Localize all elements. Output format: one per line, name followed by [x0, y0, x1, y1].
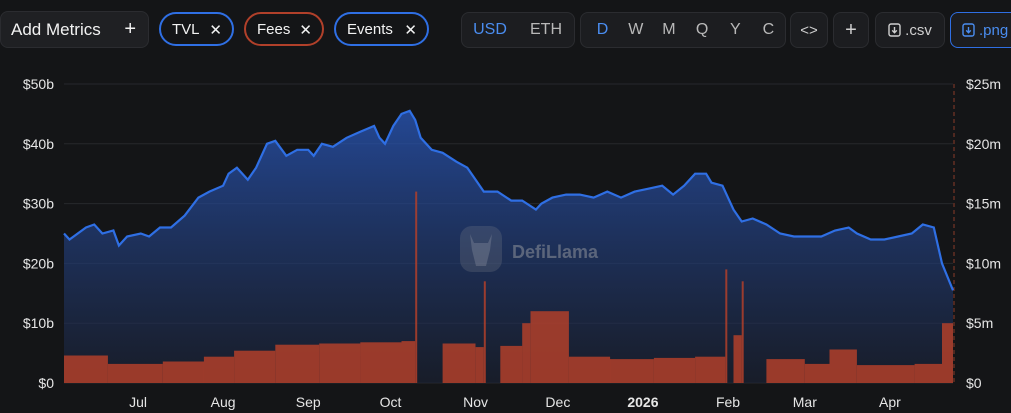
fees-bar	[829, 349, 857, 383]
download-icon	[962, 23, 975, 37]
fees-bar	[857, 365, 915, 383]
period-option-daily[interactable]: D	[596, 21, 609, 38]
png-label: .png	[979, 21, 1009, 39]
download-csv-button[interactable]: .csv	[875, 12, 945, 48]
fees-bars	[64, 191, 953, 383]
y-left-tick-label: $20b	[23, 255, 54, 271]
y-right-tick-label: $25m	[966, 76, 1001, 92]
download-icon	[888, 23, 901, 37]
metric-pill-label: TVL	[172, 20, 200, 38]
close-icon[interactable]: ✕	[299, 22, 312, 39]
y-left-tick-label: $50b	[23, 76, 54, 92]
period-option-yearly[interactable]: Y	[729, 21, 741, 38]
fees-bar	[766, 359, 805, 383]
tvl-area	[64, 110, 953, 384]
watermark: DefiLlama	[460, 226, 599, 272]
currency-toggle: USD ETH	[461, 12, 575, 48]
fees-bar	[319, 343, 361, 383]
fees-bar	[653, 357, 696, 383]
period-option-monthly[interactable]: M	[662, 21, 676, 38]
toolbar: Add Metrics + TVL ✕ Fees ✕ Events ✕ USD …	[0, 0, 1011, 58]
fees-bar	[733, 335, 742, 383]
y-right-tick-label: $0	[966, 375, 982, 391]
fees-bar	[401, 341, 416, 383]
fees-bar	[725, 269, 728, 383]
period-toggle: D W M Q Y C	[580, 12, 786, 48]
fees-bar	[804, 363, 830, 383]
x-tick-label: Feb	[716, 394, 740, 410]
x-tick-label: Nov	[463, 394, 488, 410]
fees-bar	[914, 363, 942, 383]
fees-bar	[64, 355, 108, 383]
embed-button[interactable]: <>	[790, 12, 828, 48]
axis-labels: $0 $0 $10b $5m $20b $10m $30b $15m $40b $20m $50b $…	[23, 76, 1001, 410]
metric-pill-fees[interactable]: Fees ✕	[244, 12, 324, 46]
y-right-tick-label: $10m	[966, 255, 1001, 271]
y-left-tick-label: $0	[38, 375, 54, 391]
plus-icon: +	[124, 18, 136, 40]
download-png-button[interactable]: .png	[950, 12, 1011, 48]
fees-bar	[360, 342, 402, 383]
fees-bar	[942, 323, 953, 383]
fees-bar	[107, 363, 163, 383]
metric-pill-label: Fees	[257, 20, 291, 38]
tvl-line	[63, 109, 955, 291]
fees-bar	[234, 350, 276, 383]
close-icon[interactable]: ✕	[209, 22, 222, 39]
plus-icon: +	[845, 18, 857, 41]
fees-bar	[275, 344, 320, 383]
llama-logo	[460, 226, 502, 272]
watermark-text: DefiLlama	[512, 242, 599, 262]
x-tick-label: Aug	[211, 394, 236, 410]
period-option-quarterly[interactable]: Q	[695, 21, 709, 38]
currency-option-eth[interactable]: ETH	[530, 21, 562, 38]
fees-bar	[568, 356, 611, 383]
fees-bar	[475, 347, 484, 383]
x-tick-label: 2026	[627, 394, 658, 410]
x-tick-label: Mar	[793, 394, 817, 410]
tvl-fees-chart[interactable]: DefiLlama $0 $0 $10b $5m $20b $10m $30b $15m $40…	[0, 60, 1011, 413]
x-tick-label: Apr	[879, 394, 901, 410]
y-left-tick-label: $10b	[23, 315, 54, 331]
fees-bar	[695, 356, 726, 383]
close-icon[interactable]: ✕	[404, 22, 417, 39]
add-chart-button[interactable]: +	[833, 12, 869, 48]
add-metrics-button[interactable]: Add Metrics +	[0, 11, 149, 48]
fees-bar	[500, 345, 523, 383]
csv-label: .csv	[905, 21, 932, 39]
fees-bar	[162, 361, 204, 383]
fees-bar	[483, 281, 486, 383]
x-tick-label: Jul	[129, 394, 147, 410]
y-right-tick-label: $15m	[966, 196, 1001, 212]
metric-pill-events[interactable]: Events ✕	[334, 12, 429, 46]
y-right-tick-label: $5m	[966, 315, 993, 331]
fees-bar	[203, 356, 235, 383]
x-tick-label: Oct	[380, 394, 402, 410]
fees-bar	[530, 311, 569, 383]
y-left-tick-label: $30b	[23, 196, 54, 212]
fees-bar	[522, 323, 531, 383]
fees-bar	[442, 343, 476, 383]
fees-bar	[415, 191, 418, 383]
add-metrics-label: Add Metrics	[11, 19, 101, 39]
y-left-tick-label: $40b	[23, 136, 54, 152]
y-right-tick-label: $20m	[966, 136, 1001, 152]
fees-bar	[610, 359, 654, 383]
metric-pill-label: Events	[347, 20, 393, 38]
x-tick-label: Dec	[545, 394, 570, 410]
code-icon: <>	[800, 21, 818, 39]
currency-option-usd[interactable]: USD	[473, 21, 507, 38]
x-tick-label: Sep	[296, 394, 321, 410]
metric-pill-tvl[interactable]: TVL ✕	[159, 12, 234, 46]
period-option-cumulative[interactable]: C	[762, 21, 775, 38]
period-option-weekly[interactable]: W	[628, 21, 644, 38]
fees-bar	[741, 281, 744, 383]
